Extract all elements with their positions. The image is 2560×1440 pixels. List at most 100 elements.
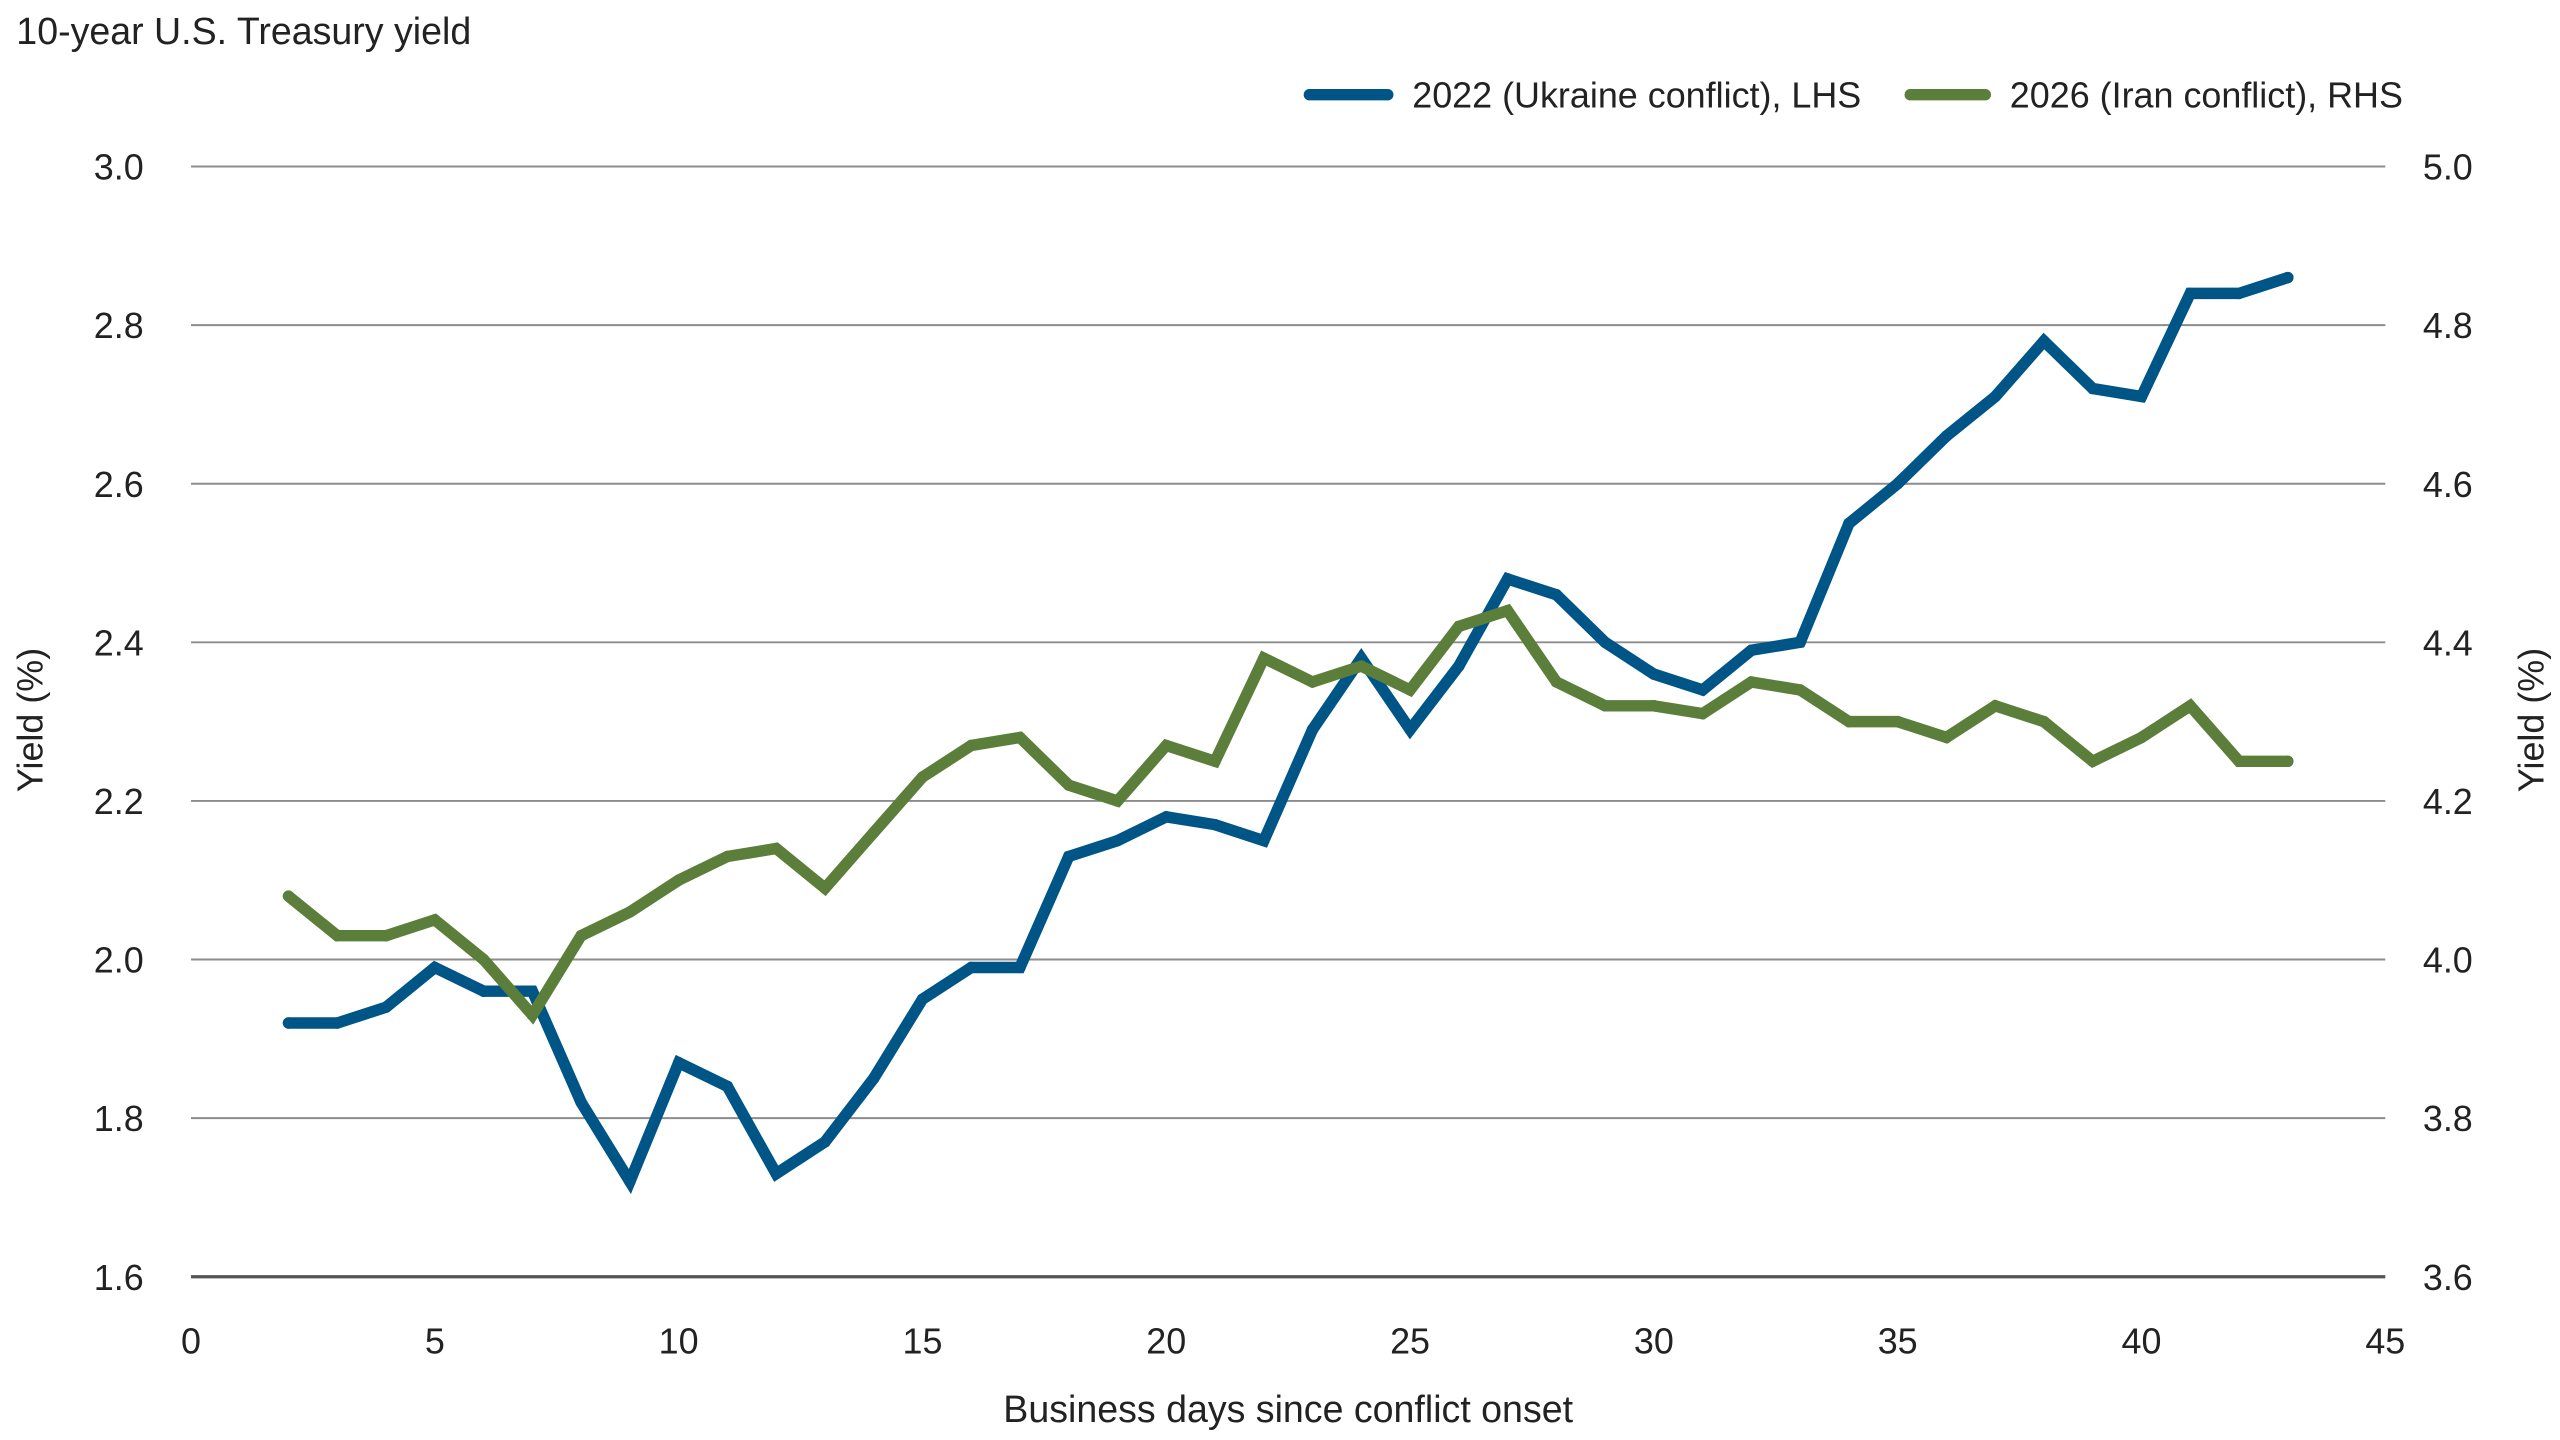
data-point-ukraine [2087, 382, 2099, 395]
data-point-ukraine [1550, 589, 1563, 601]
data-point-ukraine [1014, 961, 1026, 974]
data-point-iran [1453, 620, 1465, 633]
data-point-iran [1989, 700, 2001, 712]
data-point-iran [1258, 652, 1270, 664]
data-point-ukraine [380, 1001, 392, 1013]
data-point-ukraine [1063, 850, 1075, 863]
data-point-iran [1063, 779, 1075, 791]
gridlines [191, 165, 2386, 1279]
y-tick-label-left: 3.0 [94, 147, 144, 188]
data-point-iran [965, 739, 977, 752]
legend-label-ukraine: 2022 (Ukraine conflict), LHS [1412, 75, 1861, 116]
data-point-ukraine [2135, 390, 2148, 403]
data-point-iran [867, 826, 880, 839]
data-point-iran [1501, 604, 1514, 617]
right-axis-ticks: 3.6 3.8 4.0 4.2 4.4 4.6 4.8 5.0 [2423, 147, 2473, 1298]
data-point-ukraine [624, 1175, 636, 1188]
y-tick-label-right: 4.2 [2423, 781, 2473, 822]
data-point-iran [624, 906, 636, 918]
y-tick-label-left: 2.0 [94, 940, 144, 981]
data-point-ukraine [429, 961, 441, 974]
data-point-iran [1891, 715, 1904, 728]
data-point-iran [1745, 676, 1758, 688]
series-line-iran [282, 603, 2294, 1025]
data-point-iran [1014, 731, 1026, 744]
y-tick-label-right: 5.0 [2423, 147, 2473, 188]
data-point-ukraine [672, 1056, 685, 1069]
x-axis-label: Business days since conflict onset [1003, 1388, 1573, 1430]
data-point-ukraine [282, 1017, 295, 1029]
x-tick-label: 30 [1634, 1320, 1674, 1361]
data-point-ukraine [1404, 723, 1416, 736]
data-point-ukraine [819, 1136, 831, 1148]
data-point-iran [2233, 755, 2245, 767]
data-point-iran [1160, 739, 1172, 752]
data-point-ukraine [1258, 834, 1270, 847]
data-point-ukraine [770, 1167, 782, 1180]
data-point-iran [2135, 731, 2148, 744]
data-point-iran [282, 890, 295, 902]
data-point-ukraine [965, 961, 977, 974]
data-point-ukraine [477, 985, 490, 997]
data-point-ukraine [1794, 636, 1806, 649]
data-point-ukraine [1209, 819, 1221, 831]
data-point-iran [819, 882, 831, 894]
x-tick-label: 35 [1878, 1320, 1918, 1361]
x-tick-label: 45 [2365, 1320, 2405, 1361]
y-tick-label-right: 3.8 [2423, 1098, 2473, 1139]
data-point-ukraine [331, 1017, 344, 1029]
data-point-iran [429, 914, 441, 926]
y-tick-label-right: 4.6 [2423, 464, 2473, 505]
y-tick-label-right: 4.0 [2423, 940, 2473, 981]
data-point-iran [331, 930, 344, 942]
y-tick-label-right: 4.8 [2423, 305, 2473, 346]
data-point-iran [1355, 660, 1368, 672]
data-point-iran [1209, 755, 1221, 767]
left-axis-ticks: 1.6 1.8 2.0 2.2 2.4 2.6 2.8 3.0 [94, 147, 144, 1298]
y-tick-label-right: 4.4 [2423, 622, 2473, 663]
data-point-ukraine [1599, 636, 1611, 649]
x-tick-label: 10 [659, 1320, 699, 1361]
data-point-iran [2038, 715, 2050, 728]
data-point-iran [575, 930, 587, 942]
data-point-ukraine [867, 1072, 880, 1085]
data-point-iran [2184, 700, 2196, 712]
data-point-iran [1306, 676, 1319, 688]
data-point-iran [1111, 795, 1124, 807]
data-point-ukraine [575, 1096, 587, 1108]
y-tick-label-left: 2.8 [94, 305, 144, 346]
data-point-ukraine [721, 1080, 734, 1093]
series-line-ukraine [282, 271, 2294, 1195]
data-point-ukraine [526, 985, 539, 997]
data-point-iran [1550, 676, 1563, 688]
y-tick-label-left: 2.4 [94, 622, 144, 663]
data-point-iran [1696, 707, 1709, 720]
data-point-iran [672, 874, 685, 886]
x-tick-label: 25 [1390, 1320, 1430, 1361]
data-point-iran [1843, 715, 1855, 728]
data-point-ukraine [1648, 668, 1660, 680]
data-point-iran [1940, 731, 1953, 744]
data-point-ukraine [1696, 684, 1709, 696]
x-tick-label: 20 [1146, 1320, 1186, 1361]
series-group [282, 271, 2294, 1195]
x-tick-label: 15 [902, 1320, 942, 1361]
legend-label-iran: 2026 (Iran conflict), RHS [2010, 75, 2403, 116]
data-point-ukraine [2038, 335, 2050, 347]
x-tick-label: 40 [2122, 1320, 2162, 1361]
y-tick-label-left: 2.6 [94, 464, 144, 505]
data-point-ukraine [1843, 517, 1855, 530]
data-point-iran [380, 930, 392, 942]
data-point-ukraine [1745, 644, 1758, 656]
y-tick-label-right: 3.6 [2423, 1257, 2473, 1298]
data-point-iran [1648, 700, 1660, 712]
data-point-iran [526, 1009, 539, 1021]
chart-title: 10-year U.S. Treasury yield [16, 10, 471, 52]
data-point-ukraine [1940, 430, 1953, 442]
data-point-iran [2087, 755, 2099, 767]
data-point-iran [770, 842, 782, 855]
data-point-ukraine [916, 993, 929, 1005]
data-point-ukraine [2184, 287, 2196, 300]
data-point-iran [916, 771, 929, 783]
